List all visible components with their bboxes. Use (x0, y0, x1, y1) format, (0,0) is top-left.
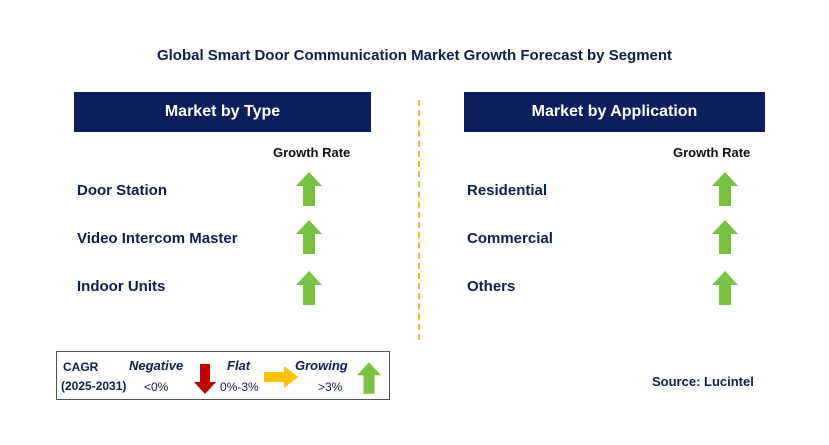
up-arrow-icon (712, 172, 738, 206)
legend-negative-range: <0% (144, 380, 169, 394)
growth-rate-label-application: Growth Rate (673, 145, 751, 160)
legend-growing-range: >3% (318, 380, 343, 394)
type-item-indoor-units: Indoor Units (77, 278, 166, 295)
legend-negative-label: Negative (129, 358, 184, 373)
market-by-application-header: Market by Application (464, 92, 765, 132)
source-label: Source: Lucintel (652, 374, 754, 389)
panel-divider (418, 100, 420, 340)
up-arrow-icon (357, 362, 381, 394)
up-arrow-icon (712, 271, 738, 305)
legend-cagr-label: CAGR (63, 360, 99, 374)
type-item-door-station: Door Station (77, 182, 167, 199)
legend-flat-label: Flat (227, 358, 251, 373)
up-arrow-icon (712, 220, 738, 254)
cagr-legend: CAGR (2025-2031) Negative <0% Flat 0%-3%… (56, 351, 390, 400)
application-item-commercial: Commercial (467, 230, 553, 247)
growth-rate-label-type: Growth Rate (273, 145, 351, 160)
up-arrow-icon (296, 271, 322, 305)
down-arrow-icon (194, 364, 216, 394)
market-by-type-header: Market by Type (74, 92, 371, 132)
chart-title: Global Smart Door Communication Market G… (156, 47, 673, 64)
right-arrow-icon (264, 366, 298, 388)
type-item-video-intercom-master: Video Intercom Master (77, 230, 238, 247)
up-arrow-icon (296, 172, 322, 206)
legend-growing-label: Growing (295, 358, 348, 373)
up-arrow-icon (296, 220, 322, 254)
application-item-others: Others (467, 278, 516, 295)
application-item-residential: Residential (467, 182, 548, 199)
legend-period: (2025-2031) (61, 379, 127, 393)
legend-flat-range: 0%-3% (220, 380, 259, 394)
